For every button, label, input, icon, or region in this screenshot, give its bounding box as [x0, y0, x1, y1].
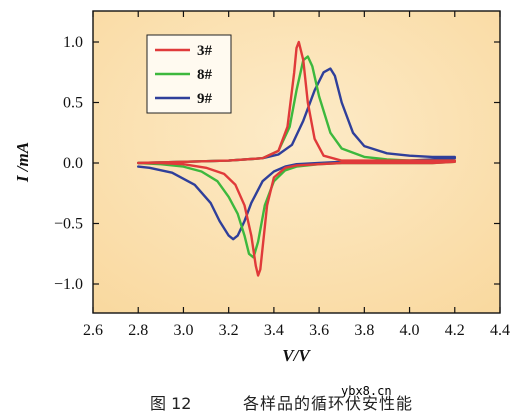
y-tick-label: 0.5 [63, 95, 83, 112]
x-tick-label: 3.6 [309, 322, 329, 339]
plot-frame [92, 10, 501, 314]
caption-title: 各样品的循环伏安性能 [243, 394, 414, 413]
legend-label-3: 3# [197, 43, 213, 59]
x-tick-label: 2.6 [83, 322, 103, 339]
x-tick-label: 3.8 [354, 322, 374, 339]
y-tick-label: 0.0 [63, 155, 83, 172]
y-tick-label: −1.0 [54, 276, 83, 293]
legend-label-8: 8# [197, 67, 213, 83]
caption-number: 图 12 [150, 394, 192, 413]
legend-label-9: 9# [197, 91, 213, 107]
figure-caption: 图 12 各样品的循环伏安性能 [0, 386, 523, 414]
y-tick-label: 1.0 [63, 34, 83, 51]
y-tick-label: −0.5 [54, 216, 83, 233]
x-tick-label: 3.4 [264, 322, 284, 339]
x-tick-label: 4.0 [400, 322, 420, 339]
x-tick-label: 3.2 [219, 322, 239, 339]
legend: 3# 8# 9# [146, 34, 232, 114]
x-tick-label: 4.4 [490, 322, 510, 339]
series-layer [137, 40, 456, 277]
x-axis-label: V/V [282, 346, 311, 365]
series-line-3 [137, 40, 456, 277]
y-axis-label: I /mA [13, 142, 32, 183]
x-tick-label: 2.8 [128, 322, 148, 339]
x-tick-label: 3.0 [173, 322, 193, 339]
watermark-text: ybx8.cn [341, 384, 392, 398]
axis-layer: 2.6 2.8 3.0 3.2 3.4 3.6 3.8 4.0 4.2 4.4 1.0 0.5 0.0 −… [54, 11, 510, 339]
x-tick-label: 4.2 [445, 322, 465, 339]
